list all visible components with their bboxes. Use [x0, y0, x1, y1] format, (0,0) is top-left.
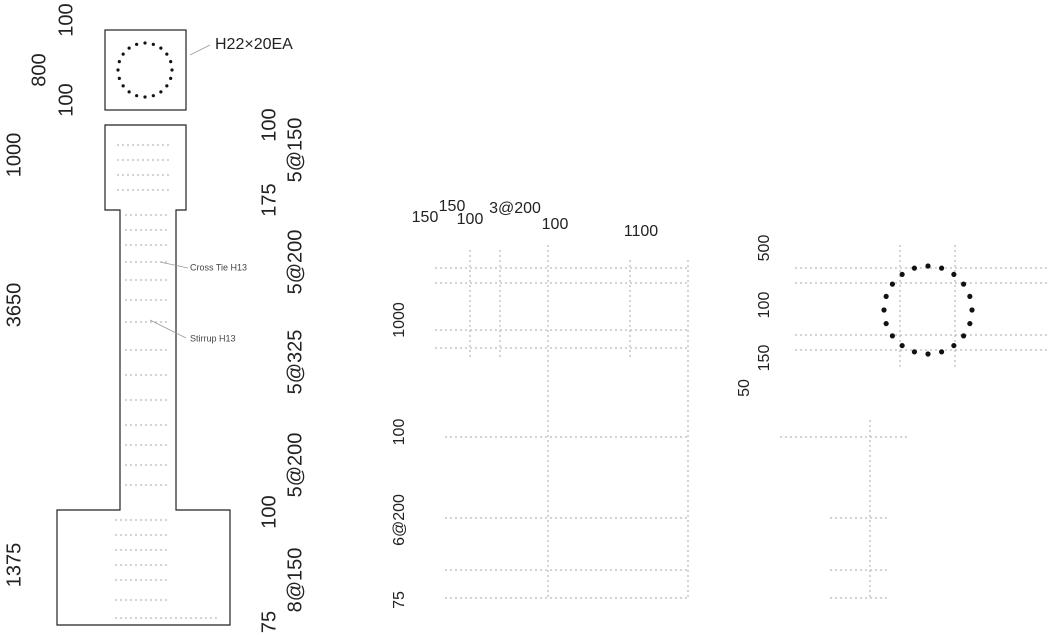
column-outline [57, 125, 230, 625]
rebar-dot [884, 294, 889, 299]
callout: Stirrup H13 [190, 333, 236, 343]
rebar-dot [118, 60, 121, 63]
rebar-dot [890, 282, 895, 287]
dim: 5@325 [284, 330, 306, 395]
rebar-dot [159, 90, 162, 93]
rebar-dot [961, 282, 966, 287]
rebar-dot [881, 307, 886, 312]
rebar-dot [925, 263, 930, 268]
dim: 100 [55, 83, 77, 116]
dim: 75 [391, 591, 408, 609]
rebar-dot [912, 349, 917, 354]
drawing: 100 800 100 H22×20EA 1000 3650 1375 100 … [0, 0, 1054, 635]
dim: 5@150 [284, 118, 306, 183]
dim: 100 [55, 3, 77, 36]
dim: 6@200 [391, 494, 408, 546]
rebar-dot [165, 53, 168, 56]
dim: 1000 [391, 302, 408, 338]
dim: 500 [756, 235, 773, 262]
rebar-dot [925, 351, 930, 356]
rebar-dot [165, 84, 168, 87]
rebar-dot [890, 333, 895, 338]
rebar-dot [884, 321, 889, 326]
rebar-ring [116, 41, 173, 98]
rebar-dot [169, 77, 172, 80]
section-lines [780, 245, 1050, 600]
detail-lines [435, 245, 690, 598]
rebar-dot [961, 333, 966, 338]
rebar-dot [967, 321, 972, 326]
rebar-dot [135, 94, 138, 97]
rebar-dot [116, 68, 119, 71]
dim: 1000 [3, 133, 25, 178]
rebar-dot [939, 266, 944, 271]
rebar-dot [118, 77, 121, 80]
dim: 1375 [3, 543, 25, 588]
rebar-dot [951, 343, 956, 348]
dim: 100 [258, 108, 280, 141]
stirrups [115, 45, 220, 618]
rebar-dot [152, 43, 155, 46]
rebar-dot [128, 47, 131, 50]
rebar-dot [969, 307, 974, 312]
dim: 5@200 [284, 230, 306, 295]
dim: 8@150 [284, 548, 306, 613]
dim: 150 [412, 209, 439, 226]
dim: 1100 [624, 223, 659, 240]
dim: 150 [756, 345, 773, 372]
rebar-dot [128, 90, 131, 93]
dim: 100 [391, 419, 408, 446]
rebar-dot [900, 343, 905, 348]
rebar-dot [967, 294, 972, 299]
rebar-dot [122, 53, 125, 56]
dim: 3650 [3, 283, 25, 328]
dim: 100 [756, 292, 773, 319]
dim: 100 [457, 211, 484, 228]
main-bar-label: H22×20EA [215, 36, 293, 53]
rebar-dot [939, 349, 944, 354]
rebar-dot [143, 41, 146, 44]
dim: 50 [736, 379, 753, 397]
dim: 5@200 [284, 433, 306, 498]
dim: 3@200 [489, 200, 541, 217]
dim: 100 [542, 216, 569, 233]
callout: Cross Tie H13 [190, 262, 247, 272]
rebar-dot [135, 43, 138, 46]
rebar-dot [900, 272, 905, 277]
rebar-ring [881, 263, 974, 356]
rebar-dot [152, 94, 155, 97]
dim: 75 [258, 611, 280, 633]
rebar-dot [122, 84, 125, 87]
rebar-dot [170, 68, 173, 71]
dim: 800 [28, 53, 50, 86]
rebar-dot [169, 60, 172, 63]
rebar-dot [159, 47, 162, 50]
dim: 100 [258, 495, 280, 528]
rebar-dot [951, 272, 956, 277]
rebar-dot [143, 95, 146, 98]
dim: 175 [258, 183, 280, 216]
rebar-dot [912, 266, 917, 271]
